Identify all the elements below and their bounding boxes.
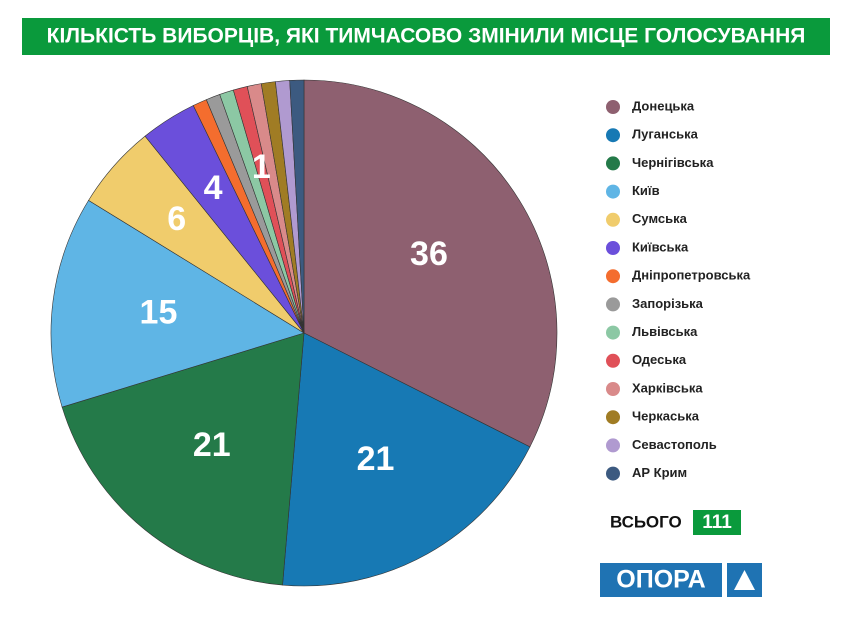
legend-marker: [606, 410, 620, 425]
legend-marker: [606, 212, 620, 227]
total-box: [693, 510, 741, 535]
pie-slice: [61, 332, 305, 586]
logo-triangle: [734, 570, 755, 590]
legend-label: Дніпропетровська: [632, 268, 751, 283]
legend-label: Київська: [632, 239, 689, 254]
pie-slice: [289, 79, 305, 334]
legend-marker: [606, 382, 620, 396]
legend-marker: [606, 184, 620, 199]
legend-marker: [606, 100, 620, 114]
pie-slice: [282, 332, 531, 587]
data-label: 4: [204, 169, 223, 207]
legend-marker: [606, 128, 620, 143]
legend-label: Харківська: [632, 380, 703, 395]
title-bar: [22, 18, 830, 55]
data-label: 36: [410, 235, 448, 273]
data-label: 15: [140, 293, 178, 331]
legend-marker: [606, 353, 620, 368]
logo-box: [600, 563, 722, 597]
legend-marker: [606, 297, 620, 312]
legend-label: Львівська: [632, 324, 698, 339]
legend-label: Чернігівська: [632, 155, 714, 170]
legend-marker: [606, 325, 620, 340]
legend-label: АР Крим: [632, 465, 687, 480]
legend-label: Севастополь: [632, 437, 717, 452]
legend-label: Сумська: [632, 211, 688, 226]
legend-marker: [606, 156, 620, 171]
chart-title: КІЛЬКІСТЬ ВИБОРЦІВ, ЯКІ ТИМЧАСОВО ЗМІНИЛ…: [47, 25, 806, 48]
data-label: 21: [193, 426, 231, 464]
legend-label: Донецька: [632, 98, 695, 113]
pie-slice: [50, 199, 305, 408]
legend-label: Одеська: [632, 352, 687, 367]
total-value: 111: [702, 512, 732, 533]
data-label: 21: [357, 440, 395, 478]
legend-marker: [606, 241, 620, 255]
data-label: 1: [252, 148, 271, 186]
legend-label: Луганська: [632, 127, 699, 142]
legend-marker: [606, 466, 620, 481]
logo-text: ОПОРА: [616, 566, 705, 594]
legend-label: Запорізька: [632, 296, 704, 311]
legend-marker: [606, 438, 620, 453]
legend-marker: [606, 269, 620, 284]
data-label: 6: [167, 200, 186, 238]
pie-slice: [303, 79, 558, 448]
legend-label: Київ: [632, 183, 660, 198]
legend-label: Черкаська: [632, 409, 700, 424]
total-label: ВСЬОГО: [610, 512, 682, 531]
